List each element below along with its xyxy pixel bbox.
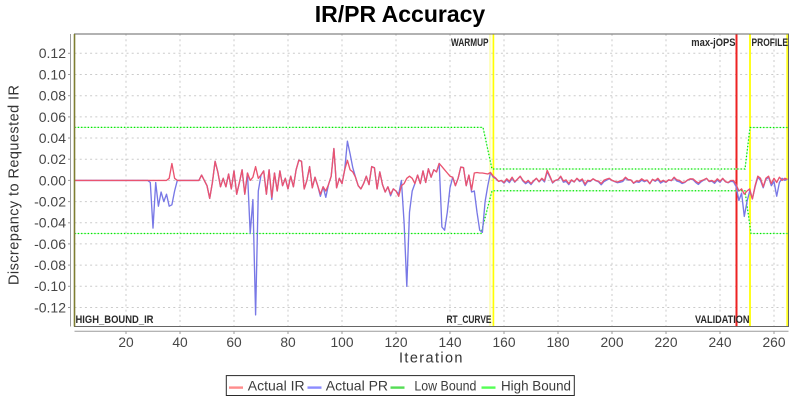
svg-text:IR/PR Accuracy: IR/PR Accuracy	[315, 1, 486, 27]
svg-text:0.04: 0.04	[39, 130, 66, 146]
svg-text:20: 20	[118, 335, 134, 350]
svg-text:160: 160	[492, 335, 515, 350]
svg-text:220: 220	[654, 335, 677, 350]
svg-text:140: 140	[438, 335, 461, 350]
svg-text:40: 40	[172, 335, 188, 350]
svg-text:Actual IR: Actual IR	[248, 377, 305, 393]
svg-text:0.06: 0.06	[39, 109, 66, 125]
svg-text:-0.02: -0.02	[34, 194, 66, 210]
svg-text:0.08: 0.08	[39, 88, 66, 104]
svg-text:-0.06: -0.06	[34, 236, 66, 252]
svg-text:0.00: 0.00	[39, 172, 66, 188]
svg-text:Actual PR: Actual PR	[326, 377, 388, 393]
svg-text:60: 60	[226, 335, 242, 350]
svg-text:0.02: 0.02	[39, 151, 66, 167]
svg-text:120: 120	[384, 335, 407, 350]
svg-text:Low Bound: Low Bound	[414, 377, 476, 393]
svg-text:0.10: 0.10	[39, 66, 66, 82]
svg-text:-0.08: -0.08	[34, 257, 66, 273]
svg-text:0.12: 0.12	[39, 45, 66, 61]
svg-text:Discrepancy to Requested IR: Discrepancy to Requested IR	[7, 85, 23, 285]
svg-text:PROFILE: PROFILE	[752, 37, 789, 49]
svg-text:240: 240	[708, 335, 731, 350]
svg-text:180: 180	[546, 335, 569, 350]
svg-text:100: 100	[330, 335, 353, 350]
svg-text:80: 80	[280, 335, 296, 350]
svg-text:HIGH_BOUND_IR: HIGH_BOUND_IR	[76, 314, 154, 326]
svg-text:-0.04: -0.04	[34, 215, 66, 231]
svg-text:200: 200	[600, 335, 623, 350]
svg-text:-0.12: -0.12	[34, 299, 66, 315]
svg-text:RT_CURVE: RT_CURVE	[447, 314, 492, 326]
svg-text:VALIDATION: VALIDATION	[695, 314, 750, 326]
svg-text:260: 260	[762, 335, 785, 350]
svg-text:max-jOPS: max-jOPS	[691, 37, 735, 49]
svg-text:-0.10: -0.10	[34, 278, 66, 294]
svg-text:WARMUP: WARMUP	[451, 37, 489, 49]
svg-text:High Bound: High Bound	[501, 377, 571, 393]
svg-text:Iteration: Iteration	[399, 351, 463, 367]
